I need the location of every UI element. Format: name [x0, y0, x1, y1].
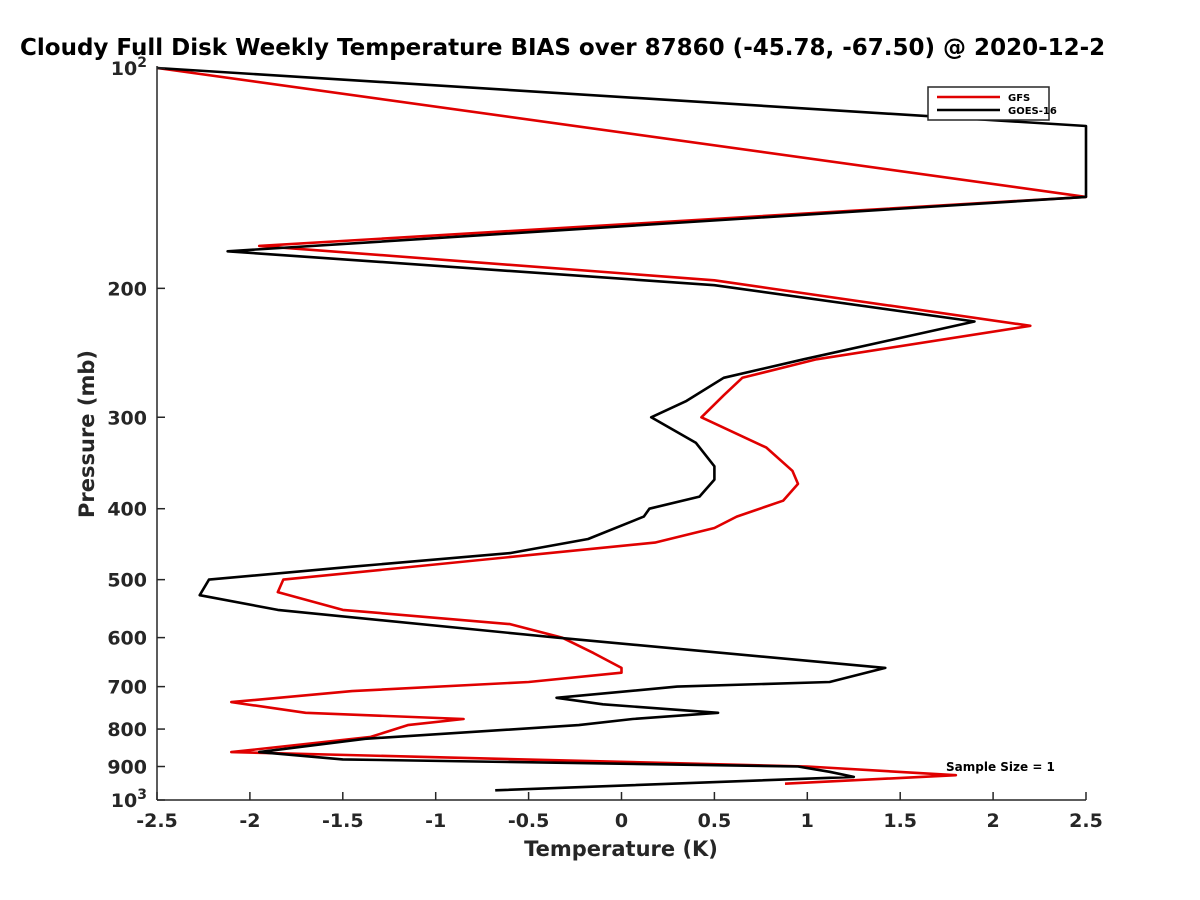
- tick-labels: -2.5 -2 -1.5 -1 -0.5 0 0.5 1 1.5 2 2.5 102 200 300 400…: [107, 55, 1103, 832]
- x-tick-label: 2.5: [1069, 810, 1103, 832]
- y-axis-label: Pressure (mb): [75, 350, 99, 518]
- legend-box: [927, 86, 1050, 121]
- legend-label: GOES-16: [1008, 106, 1057, 117]
- y-tick-label: 800: [107, 719, 147, 741]
- chart-title: Cloudy Full Disk Weekly Temperature BIAS…: [20, 35, 1105, 61]
- axes: [156, 66, 1086, 801]
- y-tick-label: 200: [107, 278, 147, 300]
- x-tick-label: -2: [239, 810, 260, 832]
- y-tick-label: 900: [107, 757, 147, 779]
- y-tick-label: 700: [107, 677, 147, 699]
- x-axis-label: Temperature (K): [524, 837, 718, 861]
- series-line-goes-16: [157, 66, 1088, 792]
- x-tick-label: -1: [425, 810, 446, 832]
- x-tick-label: 2: [986, 810, 999, 832]
- x-tick-label: 1.5: [883, 810, 917, 832]
- y-tick-label: 103: [111, 787, 147, 812]
- legend: GFS GOES-16: [927, 86, 1057, 121]
- x-tick-label: 0.5: [698, 810, 732, 832]
- y-tick-label: 600: [107, 628, 147, 650]
- plot-area: [157, 66, 1088, 792]
- y-tick-label: 102: [111, 55, 147, 80]
- y-tick-label: 400: [107, 499, 147, 521]
- x-tick-label: -1.5: [322, 810, 364, 832]
- y-tick-label: 300: [107, 407, 147, 429]
- legend-label: GFS: [1008, 93, 1030, 104]
- series-line-gfs: [157, 66, 1088, 785]
- x-tick-label: 0: [615, 810, 628, 832]
- y-tick-label: 500: [107, 570, 147, 592]
- x-tick-label: -2.5: [136, 810, 178, 832]
- sample-size-annotation: Sample Size = 1: [946, 760, 1055, 774]
- x-tick-label: -0.5: [508, 810, 550, 832]
- x-tick-label: 1: [801, 810, 814, 832]
